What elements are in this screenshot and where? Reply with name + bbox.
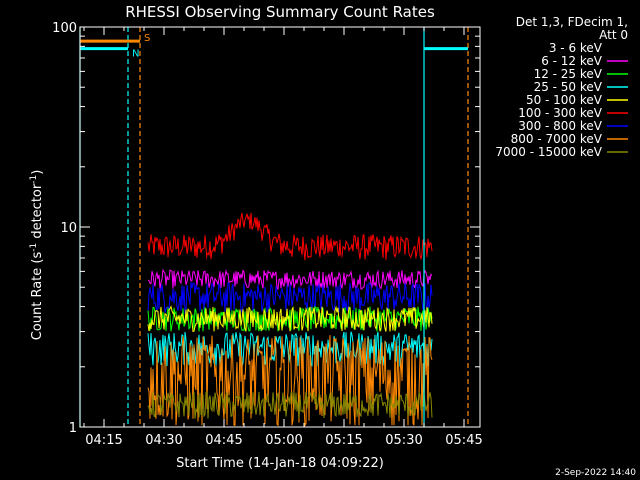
legend-label-7: 800 - 7000 keV [511,132,603,146]
x-axis-ticks: 04:15 04:30 04:45 05:00 05:15 05:30 05:45 [83,27,483,448]
legend-header-line-2: Att 0 [599,28,628,42]
series-line-7 [147,335,433,428]
y-axis-ticks: 1 10 100 [52,21,480,436]
x-tick-label-3: 05:00 [265,433,302,448]
flag-label-0: S [144,33,150,44]
legend-label-6: 300 - 800 keV [518,119,602,133]
flag-lines: SN [80,33,468,60]
legend-label-5: 100 - 300 keV [518,106,602,120]
series-line-2 [147,305,433,332]
flag-label-1: N [132,49,139,60]
series-line-1 [147,268,433,290]
series-line-5 [147,212,433,261]
legend-label-3: 25 - 50 keV [534,80,603,94]
series-line-6 [147,282,433,315]
y-tick-label-2: 100 [52,21,77,36]
series-line-4 [147,305,433,333]
legend-label-1: 6 - 12 keV [541,54,603,68]
legend-label-8: 7000 - 15000 keV [495,145,602,159]
legend-header-line-1: Det 1,3, FDecim 1, [516,15,628,29]
y-tick-label-0: 1 [69,421,77,436]
legend-label-0: 3 - 6 keV [549,41,603,55]
x-tick-label-6: 05:45 [445,433,482,448]
x-tick-label-0: 04:15 [85,433,122,448]
x-axis-label: Start Time (14-Jan-18 04:09:22) [176,456,384,471]
x-tick-label-2: 04:45 [205,433,242,448]
footer-date: 2-Sep-2022 14:40 [555,468,636,478]
chart-title: RHESSI Observing Summary Count Rates [125,3,435,21]
x-tick-label-4: 05:15 [325,433,362,448]
legend-label-2: 12 - 25 keV [534,67,603,81]
y-tick-label-1: 10 [60,221,77,236]
y-axis-label: Count Rate (s-1 detector-1) [29,170,45,341]
legend-label-4: 50 - 100 keV [526,93,603,107]
series-line-0 [147,252,433,278]
x-tick-label-1: 04:30 [145,433,182,448]
series-line-8 [147,391,433,419]
data-series-layer [147,212,433,428]
x-tick-label-5: 05:30 [385,433,422,448]
